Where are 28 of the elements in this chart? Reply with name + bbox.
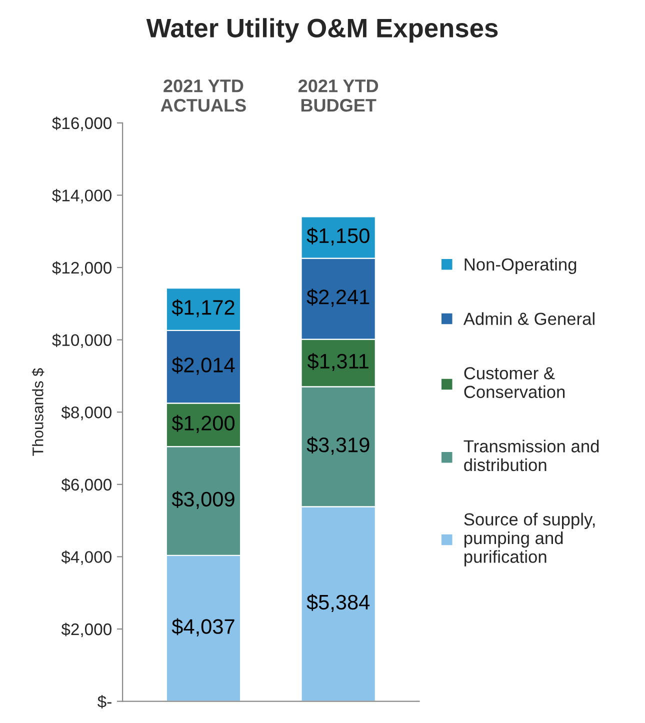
text: $1,172: [172, 299, 234, 318]
y-tick-label: $10,000: [52, 334, 112, 348]
y-tick-label: $16,000: [52, 116, 112, 132]
y-tick-label: $12,000: [52, 261, 112, 276]
legend-label: Admin & General: [463, 312, 594, 325]
y-tick-label: $-: [97, 695, 112, 709]
text: $1,200: [172, 414, 235, 433]
text: $3,009: [172, 490, 234, 510]
text: $2,014: [172, 356, 235, 375]
text: $3,319: [306, 436, 370, 455]
legend-label: Non-Operating: [464, 258, 576, 274]
legend-label: Source of supply, pumping and purification: [464, 512, 595, 566]
x-tick-label: 2021 YTD ACTUALS: [160, 79, 246, 112]
text: $4,037: [172, 618, 234, 636]
text: $1,311: [307, 352, 368, 372]
text: $1,150: [306, 227, 370, 246]
legend-label: Transmission and distribution: [464, 440, 599, 472]
text: $2,241: [306, 288, 370, 307]
y-tick-label: $2,000: [61, 622, 112, 638]
x-tick-label: 2021 YTD BUDGET: [298, 79, 378, 112]
y-tick-label: $4,000: [61, 550, 112, 565]
y-tick-label: $14,000: [52, 188, 112, 204]
chart-title: Water Utility O&M Expenses: [146, 18, 498, 43]
legend-label: Customer & Conservation: [464, 367, 565, 398]
y-tick-label: $6,000: [61, 478, 112, 493]
y-tick-label: $8,000: [61, 406, 112, 420]
text: $5,384: [306, 594, 370, 612]
y-axis-title: Thousands $: [32, 368, 44, 456]
